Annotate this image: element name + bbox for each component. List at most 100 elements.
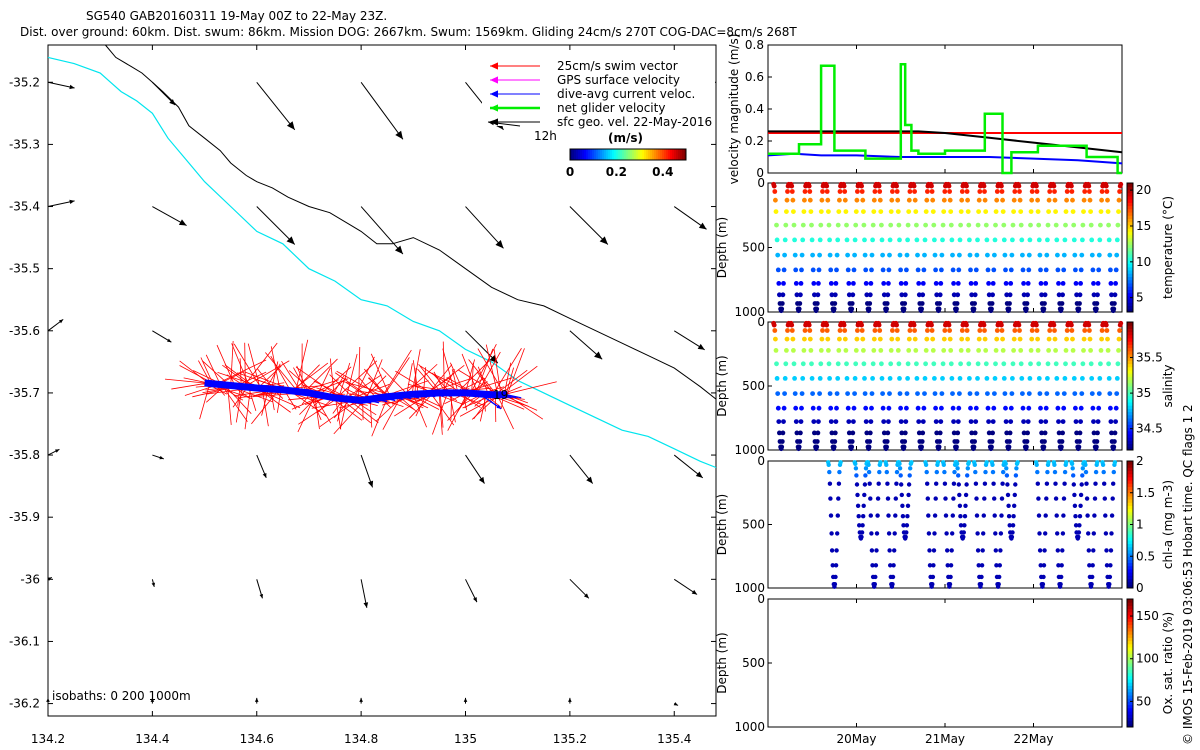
profile-point: [954, 301, 960, 306]
profile-point: [1091, 281, 1096, 286]
profile-point: [958, 361, 963, 367]
profile-point: [1072, 492, 1077, 498]
profile-point: [968, 281, 974, 286]
profile-point: [1019, 376, 1025, 381]
profile-point: [1029, 189, 1035, 194]
geo-vector-34-head: [150, 697, 155, 702]
swim-vector: [270, 346, 281, 390]
profile-point: [924, 197, 930, 203]
profile-point: [965, 473, 970, 478]
profile-point: [870, 563, 875, 568]
profile-point: [1078, 419, 1083, 424]
profile-point: [932, 237, 937, 243]
profile-point: [914, 376, 920, 381]
profile-point: [892, 548, 897, 553]
profile-point: [941, 348, 947, 353]
profile-point: [1087, 189, 1092, 194]
profile-point: [934, 469, 939, 475]
swim-vector: [298, 397, 338, 425]
profile-point: [998, 531, 1004, 536]
profile-point: [950, 391, 955, 396]
dac-vector: [502, 394, 517, 399]
colorbar-swatch: [570, 149, 573, 160]
profile-point: [986, 419, 991, 424]
profile-point: [774, 361, 779, 367]
profile-point: [834, 391, 840, 396]
profile-point: [965, 197, 970, 203]
colorbar-swatch: [1127, 675, 1133, 680]
profile-point: [945, 548, 950, 553]
profile-point: [1115, 222, 1121, 228]
profile-point: [784, 336, 790, 342]
profile-point: [904, 267, 909, 273]
colorbar-swatch: [662, 149, 665, 160]
profile-point: [979, 563, 985, 568]
profile-point: [897, 391, 903, 396]
profile-point: [1024, 306, 1029, 312]
profile-point: [1006, 444, 1012, 450]
profile-point: [922, 376, 928, 381]
profile-point: [937, 439, 942, 444]
y-tick-label: -35.4: [9, 200, 40, 214]
colorbar-swatch: [1127, 360, 1133, 365]
profile-point: [844, 376, 850, 381]
profile-point: [1042, 292, 1048, 298]
profile-point: [967, 237, 972, 243]
colorbar-swatch: [1127, 308, 1133, 313]
profile-point: [1008, 267, 1014, 273]
swim-vector: [352, 356, 375, 400]
profile-point: [932, 252, 938, 258]
profile-point: [1107, 574, 1113, 580]
profile-point: [1109, 292, 1114, 298]
dac-vector: [453, 392, 468, 397]
profile-point: [938, 281, 944, 286]
profile-point: [1046, 348, 1051, 353]
swim-vector: [333, 399, 366, 435]
profile-point: [932, 513, 938, 518]
profile-point: [773, 348, 779, 353]
profile-point: [1096, 405, 1102, 411]
colorbar-swatch: [578, 149, 581, 160]
geo-vector-38-head: [568, 697, 572, 702]
colorbar-swatch: [1127, 714, 1133, 718]
profile-point: [1060, 419, 1066, 424]
profile-point: [888, 209, 894, 215]
dac-vector: [492, 394, 507, 399]
profile-point: [793, 267, 799, 273]
colorbar-swatch: [1127, 195, 1133, 200]
profile-point: [890, 328, 895, 333]
colorbar-swatch: [1127, 338, 1133, 342]
profile-point: [1038, 419, 1044, 424]
geo-vector-23: [465, 454, 485, 484]
profile-point: [903, 281, 909, 286]
y-tick-label: -36.1: [9, 634, 40, 648]
profile-point: [879, 376, 885, 381]
profile-point: [1118, 181, 1124, 187]
profile-point: [898, 405, 903, 411]
profile-point: [920, 292, 926, 298]
depth-tick-label: 0: [757, 592, 765, 606]
profile-point: [971, 306, 977, 312]
colorbar-swatch: [1127, 602, 1133, 606]
profile-point: [779, 301, 785, 306]
profile-point: [1002, 252, 1008, 258]
colorbar-swatch: [644, 149, 647, 160]
geo-vector-13-head: [698, 222, 707, 230]
legend-arrow-4: [490, 118, 540, 126]
colorbar-swatch: [1127, 354, 1133, 358]
profile-point: [973, 405, 979, 411]
profile-point: [1112, 301, 1117, 306]
swim-vector: [171, 382, 207, 390]
profile-point: [825, 336, 831, 342]
swim-vector: [447, 393, 473, 421]
swim-vector: [220, 384, 248, 422]
profile-point: [905, 361, 911, 367]
profile-point: [789, 322, 795, 328]
dac-vector: [244, 386, 259, 391]
profile-point: [896, 222, 902, 228]
profile-point: [897, 376, 902, 381]
y-tick-label: -35.5: [9, 262, 40, 276]
profile-point: [968, 267, 973, 273]
geo-vector-31-head: [583, 593, 589, 599]
profile-point: [958, 523, 964, 528]
